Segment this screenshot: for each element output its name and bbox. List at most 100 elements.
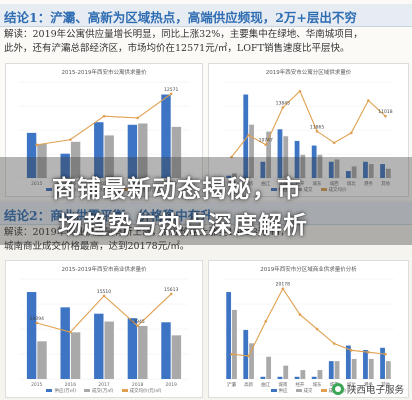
bar: [277, 129, 283, 178]
bar: [70, 141, 81, 178]
chart-svg: 浐灞 高新 曲江 城南 经开 城东 城西 城北 港务 其他 10747 13845 11865 11018: [223, 81, 394, 187]
conclusion-banner-1: 结论1：浐灞、高新为区域热点，高端供应频现，2万+层出不穷: [0, 4, 412, 27]
chart-title: 2015-2019年西安市商业供求量价: [61, 267, 147, 273]
data-label: 13945: [130, 319, 144, 325]
legend-swatch: [121, 188, 128, 191]
legend-label: 供应: [278, 188, 288, 193]
tick-label: 港务: [364, 381, 373, 388]
legend-item: 成交均价: [320, 188, 347, 193]
bar: [351, 166, 357, 178]
line-point: [247, 354, 250, 358]
legend-label: 成交: [303, 188, 313, 193]
section-apartment: 结论1：浐灞、高新为区域热点，高端供应频现，2万+层出不穷 解读：2019年公寓…: [0, 4, 412, 197]
bar: [138, 326, 148, 379]
tick-label: 曲江: [261, 381, 270, 388]
line-point: [169, 292, 173, 296]
chart-svg: 2015 2016 2017 2018 2019 14094 15510 13945 15613: [20, 278, 188, 388]
conclusion-body-1: 解读：2019年公寓供应量增长明显，同比上涨32%，主要集中在绿地、华南城项目，…: [4, 28, 408, 56]
bar: [266, 131, 272, 178]
bar: [70, 332, 81, 379]
tick-label: 城东: [313, 180, 322, 187]
bar: [104, 321, 114, 379]
data-label: 15510: [97, 289, 111, 295]
bar: [294, 140, 300, 178]
watermark-logo-icon: [331, 383, 344, 395]
line-point: [69, 330, 72, 334]
legend-swatch: [46, 389, 53, 392]
tick-label: 2015: [31, 382, 43, 388]
chart-legend: 供应 成交 成交均价: [209, 187, 408, 193]
tick-label: 高新: [244, 180, 253, 187]
line-point: [315, 327, 319, 331]
legend-item: 供应: [270, 389, 288, 394]
bar: [368, 164, 374, 178]
headline-line-2: 场趋势与热点深度解析: [58, 211, 308, 239]
bar: [37, 143, 47, 178]
bar: [26, 132, 37, 178]
bar: [60, 153, 70, 178]
bar: [171, 126, 182, 178]
tick-label: 2019: [165, 181, 177, 187]
chart-commercial-district: 2019年西安市分区域商业供求量价分析 浐灞高新曲江城南经开城东城西城北港务其他…: [208, 260, 409, 398]
tick-label: 2016: [65, 181, 77, 187]
chart-commercial-yearly: 2015-2019年西安市商业供求量价 2015 2016 2017 2018 2019…: [5, 260, 203, 398]
legend-item: 供应(万㎡): [46, 389, 76, 394]
tick-label: 2018: [132, 181, 144, 187]
legend-swatch: [320, 188, 327, 191]
bar: [232, 309, 237, 379]
legend-swatch: [83, 389, 90, 392]
chart-title: 2019年西安市分区域商业供求量价分析: [260, 267, 357, 273]
line-point: [136, 324, 139, 328]
legend-swatch: [121, 389, 128, 392]
legend-label: 成交(万㎡): [91, 188, 114, 193]
body-line: 城南商业成交价格最高，达到20178元/㎡。: [4, 241, 190, 252]
bar: [243, 329, 249, 379]
line-point: [102, 114, 106, 118]
legend-label: 成交(万㎡): [91, 389, 114, 394]
line-point: [35, 321, 39, 325]
bar: [380, 164, 385, 178]
conclusion-banner-2: 结论2：商业供需平衡，价格稳中有升: [0, 202, 412, 225]
tick-label: 2015: [31, 181, 43, 187]
legend-swatch: [295, 188, 302, 191]
tick-label: 城北: [347, 180, 356, 187]
legend-item: 成交: [295, 389, 313, 394]
tick-label: 港务: [364, 180, 373, 187]
data-label: 12571: [164, 87, 178, 93]
bar: [232, 173, 237, 178]
bar: [226, 175, 232, 178]
chart-svg: 2015 2016 2017 2018 2019 12571: [20, 81, 188, 187]
legend-item: 成交(万㎡): [83, 188, 114, 193]
line-point: [281, 287, 285, 291]
bar: [60, 307, 70, 379]
legend-label: 成交均价: [328, 188, 347, 193]
bar: [300, 154, 306, 178]
body-line: 解读：2019年公寓供应量增长明显，同比上涨32%，主要集中在绿地、华南城项目，: [4, 29, 363, 40]
chart-title: 2015-2019年西安市公寓供求量价: [61, 70, 147, 76]
bar: [317, 370, 323, 379]
chart-apartment-yearly: 2015-2019年西安市公寓供求量价 2015 2016 2017 2018 2019…: [5, 63, 203, 197]
tick-label: 2017: [98, 382, 110, 388]
line-point: [349, 131, 353, 135]
bar: [380, 347, 385, 379]
bar: [294, 376, 300, 379]
data-label: 20178: [276, 282, 290, 288]
legend-item: 供应(万㎡): [46, 188, 76, 193]
line-point: [169, 92, 173, 96]
bar: [94, 122, 104, 178]
tick-label: 城北: [347, 381, 356, 388]
tick-label: 曲江: [261, 180, 270, 187]
bar: [138, 123, 148, 178]
legend-swatch: [270, 389, 277, 392]
line-point: [264, 143, 268, 147]
bar: [104, 135, 114, 178]
bar: [311, 145, 317, 178]
tick-label: 经开: [295, 381, 304, 388]
bar: [127, 124, 138, 178]
bar: [161, 322, 171, 379]
line-point: [102, 294, 106, 298]
line-point: [349, 348, 353, 352]
bar: [345, 345, 351, 379]
legend-swatch: [270, 188, 277, 191]
bar: [260, 376, 266, 379]
